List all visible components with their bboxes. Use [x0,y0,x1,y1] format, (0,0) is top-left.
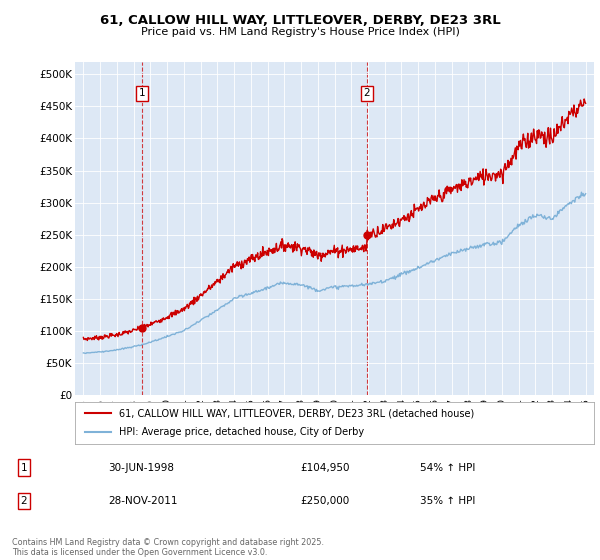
Text: £104,950: £104,950 [300,463,349,473]
Text: 28-NOV-2011: 28-NOV-2011 [108,496,178,506]
Text: 1: 1 [139,88,145,98]
Text: 30-JUN-1998: 30-JUN-1998 [108,463,174,473]
Text: 2: 2 [364,88,370,98]
Text: 61, CALLOW HILL WAY, LITTLEOVER, DERBY, DE23 3RL: 61, CALLOW HILL WAY, LITTLEOVER, DERBY, … [100,14,500,27]
Text: HPI: Average price, detached house, City of Derby: HPI: Average price, detached house, City… [119,427,364,437]
Text: 1: 1 [20,463,28,473]
Text: 35% ↑ HPI: 35% ↑ HPI [420,496,475,506]
Text: Contains HM Land Registry data © Crown copyright and database right 2025.
This d: Contains HM Land Registry data © Crown c… [12,538,324,557]
Text: 61, CALLOW HILL WAY, LITTLEOVER, DERBY, DE23 3RL (detached house): 61, CALLOW HILL WAY, LITTLEOVER, DERBY, … [119,408,475,418]
Text: Price paid vs. HM Land Registry's House Price Index (HPI): Price paid vs. HM Land Registry's House … [140,27,460,37]
Text: £250,000: £250,000 [300,496,349,506]
Text: 54% ↑ HPI: 54% ↑ HPI [420,463,475,473]
Text: 2: 2 [20,496,28,506]
